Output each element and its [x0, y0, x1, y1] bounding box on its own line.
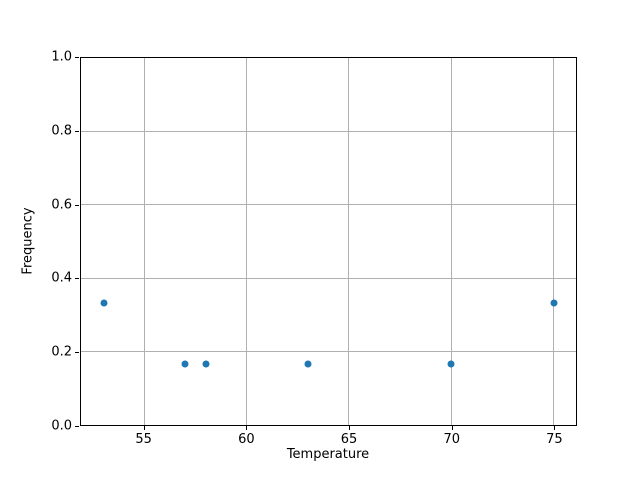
y-tick-mark — [75, 204, 79, 206]
y-tick-mark — [75, 278, 79, 280]
data-point — [304, 360, 312, 368]
y-gridline — [81, 351, 576, 353]
data-point — [447, 360, 455, 368]
y-gridline — [81, 130, 576, 132]
y-tick-mark — [75, 130, 79, 132]
data-point — [100, 299, 107, 307]
x-tick-mark — [349, 426, 351, 430]
x-tick-mark — [143, 426, 145, 430]
data-point — [181, 360, 189, 368]
x-tick-mark — [246, 426, 248, 430]
x-tick-label: 55 — [135, 432, 152, 447]
x-gridline — [450, 58, 452, 425]
x-gridline — [143, 58, 145, 425]
y-gridline — [81, 277, 576, 279]
x-tick-label: 75 — [546, 432, 563, 447]
y-tick-label: 0.4 — [51, 270, 72, 286]
y-gridline — [81, 204, 576, 206]
data-point — [202, 360, 210, 368]
y-tick-label: 1.0 — [51, 49, 72, 65]
x-tick-mark — [451, 426, 453, 430]
x-tick-mark — [554, 426, 556, 430]
y-tick-label: 0.6 — [51, 197, 72, 213]
y-tick-mark — [75, 426, 79, 427]
x-gridline — [553, 58, 554, 425]
y-axis-label: Frequency — [20, 207, 36, 275]
x-axis-label: Temperature — [286, 447, 370, 462]
data-point — [550, 299, 557, 307]
y-tick-label: 0.0 — [51, 418, 72, 434]
plot-area — [80, 57, 577, 426]
x-gridline — [348, 58, 350, 425]
y-tick-label: 0.8 — [51, 123, 72, 139]
x-tick-label: 70 — [443, 432, 460, 447]
x-tick-label: 65 — [340, 432, 358, 447]
y-tick-mark — [75, 352, 79, 354]
y-tick-label: 0.2 — [51, 344, 72, 360]
x-tick-label: 60 — [238, 432, 255, 447]
x-gridline — [246, 58, 248, 425]
y-tick-mark — [75, 57, 79, 58]
